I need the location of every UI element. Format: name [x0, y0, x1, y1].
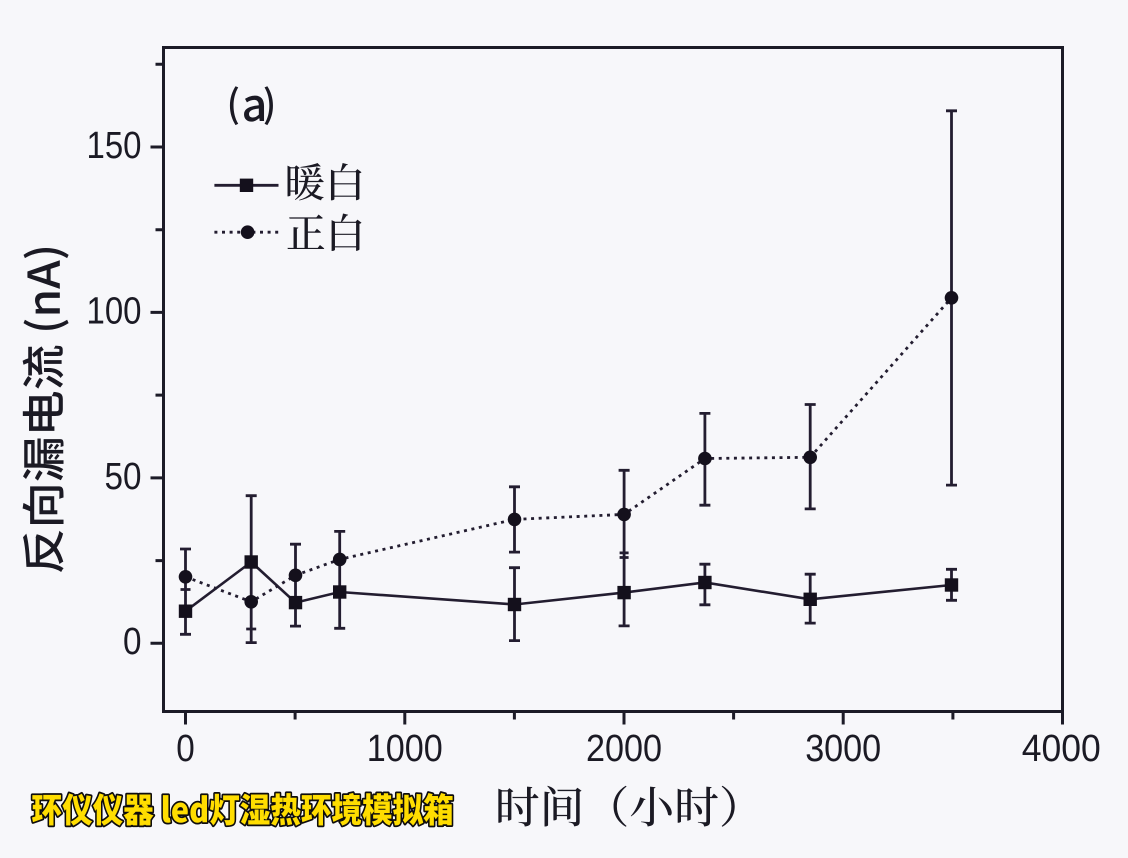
svg-text:50: 50: [105, 456, 142, 498]
svg-text:0: 0: [123, 621, 142, 663]
svg-text:1000: 1000: [367, 728, 443, 770]
svg-text:0: 0: [176, 728, 195, 770]
svg-text:3000: 3000: [805, 728, 881, 770]
svg-text:2000: 2000: [586, 728, 662, 770]
svg-text:150: 150: [87, 125, 142, 167]
svg-text:100: 100: [87, 290, 142, 332]
svg-text:4000: 4000: [1022, 728, 1101, 770]
